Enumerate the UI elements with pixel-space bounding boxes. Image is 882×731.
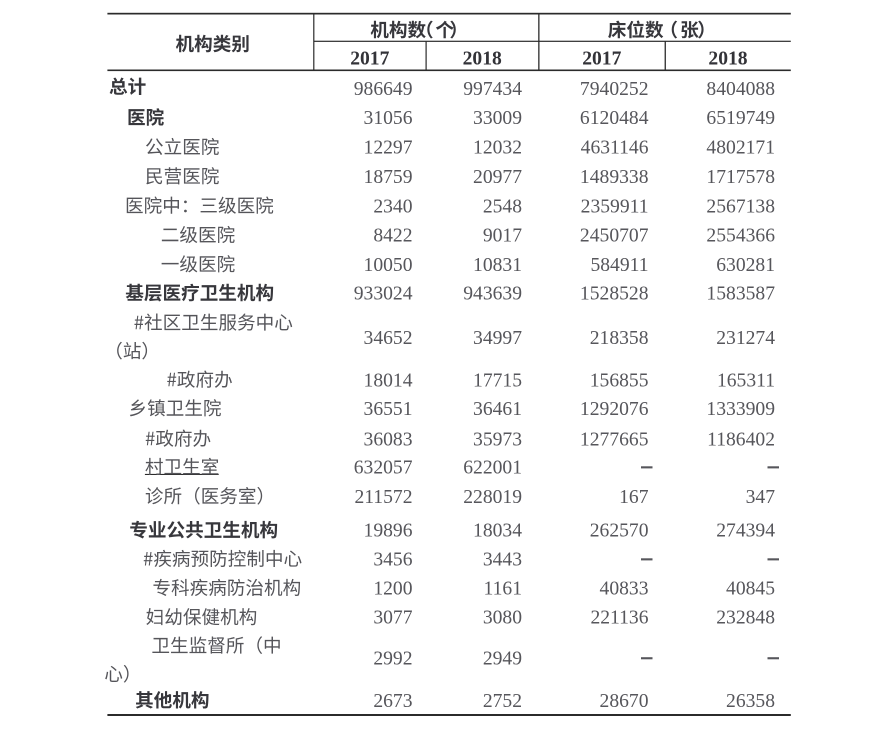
svg-text:6519749: 6519749 (706, 108, 775, 129)
svg-text:2450707: 2450707 (580, 226, 649, 247)
svg-text:1292076: 1292076 (580, 399, 649, 420)
svg-text:2992: 2992 (373, 648, 412, 669)
svg-text:262570: 262570 (590, 521, 649, 542)
svg-text:274394: 274394 (716, 521, 775, 542)
svg-text:1528528: 1528528 (580, 284, 649, 305)
svg-text:31056: 31056 (364, 108, 413, 129)
svg-text:36083: 36083 (364, 429, 413, 450)
svg-text:20977: 20977 (473, 167, 522, 188)
svg-text:3456: 3456 (373, 550, 412, 571)
svg-text:211572: 211572 (354, 487, 412, 508)
svg-text:8422: 8422 (373, 226, 412, 247)
svg-text:33009: 33009 (473, 108, 522, 129)
svg-text:228019: 228019 (463, 487, 522, 508)
svg-text:18014: 18014 (364, 370, 413, 391)
svg-text:1333909: 1333909 (706, 399, 775, 420)
svg-text:1717578: 1717578 (706, 167, 775, 188)
svg-text:28670: 28670 (600, 691, 649, 712)
svg-text:4631146: 4631146 (581, 138, 649, 159)
svg-text:36551: 36551 (364, 399, 413, 420)
svg-text:165311: 165311 (717, 370, 775, 391)
svg-text:2017: 2017 (582, 49, 621, 70)
svg-text:218358: 218358 (590, 328, 649, 349)
svg-text:2949: 2949 (483, 648, 522, 669)
svg-text:34997: 34997 (473, 328, 522, 349)
svg-text:12032: 12032 (473, 138, 522, 159)
svg-text:9017: 9017 (483, 226, 522, 247)
svg-text:221136: 221136 (590, 608, 648, 629)
svg-text:2340: 2340 (373, 196, 412, 217)
svg-text:2359911: 2359911 (581, 196, 649, 217)
svg-text:632057: 632057 (354, 458, 413, 479)
svg-text:12297: 12297 (364, 138, 413, 159)
svg-text:167: 167 (619, 487, 649, 508)
svg-text:997434: 997434 (463, 79, 522, 100)
svg-text:40845: 40845 (726, 579, 775, 600)
svg-text:2548: 2548 (483, 196, 522, 217)
svg-text:3077: 3077 (373, 608, 412, 629)
svg-text:8404088: 8404088 (706, 79, 775, 100)
svg-text:26358: 26358 (726, 691, 775, 712)
svg-text:10831: 10831 (473, 255, 522, 276)
svg-text:156855: 156855 (590, 370, 649, 391)
svg-text:17715: 17715 (473, 370, 522, 391)
svg-text:4802171: 4802171 (706, 138, 775, 159)
svg-text:36461: 36461 (473, 399, 522, 420)
svg-text:18759: 18759 (364, 167, 413, 188)
svg-text:630281: 630281 (716, 255, 775, 276)
svg-text:232848: 232848 (716, 608, 775, 629)
svg-text:7940252: 7940252 (580, 79, 649, 100)
svg-text:40833: 40833 (600, 579, 649, 600)
svg-text:622001: 622001 (463, 458, 522, 479)
svg-text:1489338: 1489338 (580, 167, 649, 188)
svg-text:3080: 3080 (483, 608, 522, 629)
svg-text:1583587: 1583587 (706, 284, 775, 305)
svg-text:347: 347 (746, 487, 776, 508)
svg-text:10050: 10050 (364, 255, 413, 276)
svg-text:986649: 986649 (354, 79, 413, 100)
svg-text:3443: 3443 (483, 550, 522, 571)
svg-text:19896: 19896 (364, 521, 413, 542)
svg-text:933024: 933024 (354, 284, 413, 305)
svg-text:2018: 2018 (708, 49, 747, 70)
svg-text:2017: 2017 (350, 49, 389, 70)
svg-text:2554366: 2554366 (706, 226, 775, 247)
svg-text:18034: 18034 (473, 521, 522, 542)
svg-text:1186402: 1186402 (707, 429, 775, 450)
svg-text:1161: 1161 (484, 579, 522, 600)
svg-text:35973: 35973 (473, 429, 522, 450)
svg-text:231274: 231274 (716, 328, 775, 349)
svg-text:2018: 2018 (463, 49, 502, 70)
svg-text:2752: 2752 (483, 691, 522, 712)
svg-text:943639: 943639 (463, 284, 522, 305)
svg-text:6120484: 6120484 (580, 108, 649, 129)
svg-text:34652: 34652 (364, 328, 413, 349)
svg-text:1277665: 1277665 (580, 429, 649, 450)
svg-text:584911: 584911 (590, 255, 648, 276)
svg-text:2673: 2673 (373, 691, 412, 712)
svg-text:1200: 1200 (373, 579, 412, 600)
svg-text:2567138: 2567138 (706, 196, 775, 217)
